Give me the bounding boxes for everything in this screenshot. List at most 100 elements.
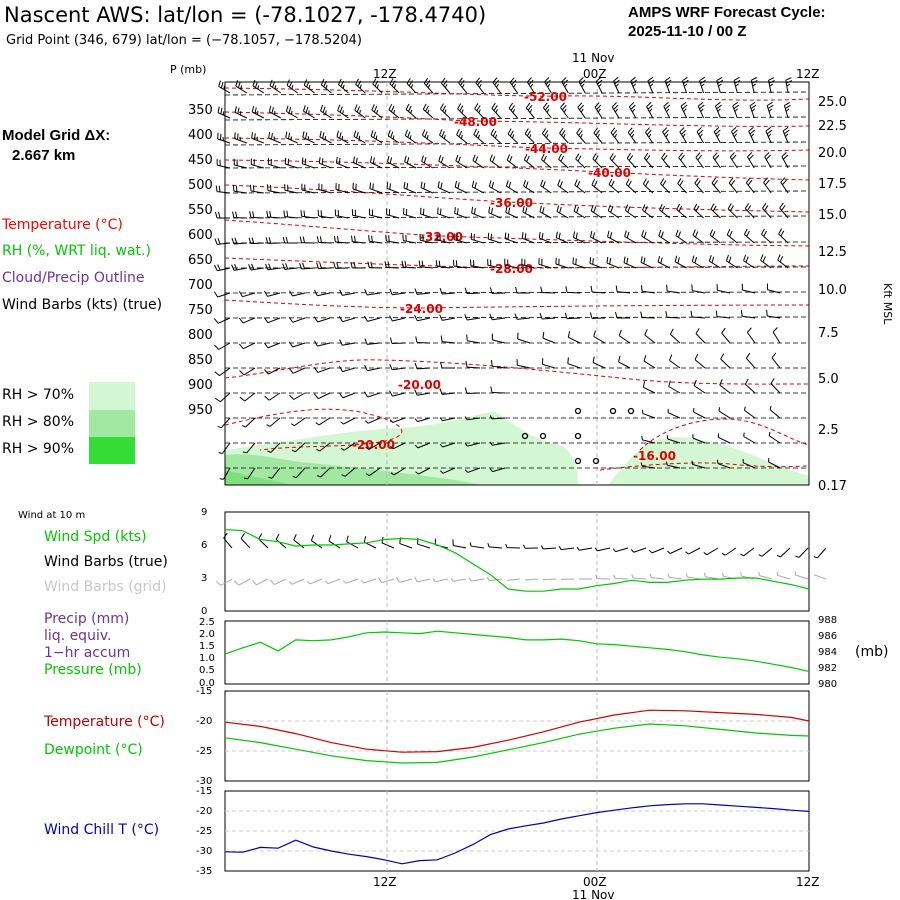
wind-barb (779, 202, 789, 219)
model-grid-value: 2.667 km (12, 147, 76, 164)
wind-barb (464, 467, 481, 473)
precip-y-tick: 1.5 (199, 641, 215, 652)
wind-barb (248, 237, 264, 245)
wind-barb (589, 257, 603, 269)
wind-barb (342, 578, 359, 584)
wind-barb (489, 415, 506, 420)
wind-barb (386, 208, 400, 219)
wind-barb (489, 467, 506, 473)
wind-barb (240, 533, 251, 549)
wind-barb (289, 290, 306, 297)
wind-barb (267, 158, 281, 169)
wind-barb (385, 234, 400, 244)
legend-precip-2: liq. equiv. (44, 628, 112, 644)
wind-barb (401, 260, 417, 269)
contour-label: -20.00 (398, 378, 441, 392)
wind-barb (439, 417, 456, 422)
wind-barb (472, 154, 484, 169)
wind-barb (505, 206, 518, 219)
wind-barb (758, 571, 773, 580)
pressure-tick: 350 (188, 103, 213, 118)
wind-barb (389, 315, 406, 322)
wind-barb (267, 184, 281, 194)
p-axis-label: P (mb) (170, 63, 206, 76)
wind-barb (678, 152, 688, 169)
wind-barb (414, 389, 431, 396)
cloud-marker (592, 457, 600, 465)
wind-barb (763, 177, 772, 194)
wind-barb (340, 442, 356, 451)
wind-barb (612, 76, 620, 94)
wind-barb (640, 285, 656, 294)
wind-barb (213, 291, 231, 298)
wind-barb (666, 284, 681, 294)
wind-barb (770, 378, 781, 394)
wind-barb (594, 547, 611, 552)
wind-barb (335, 183, 349, 194)
wind-barb (679, 127, 688, 144)
wind-barb (667, 573, 683, 580)
wind-barb (346, 535, 359, 549)
wind-barb (432, 578, 449, 583)
wind-barb (522, 544, 539, 549)
wind-barb (389, 417, 406, 423)
wind-barb (694, 353, 706, 369)
wind-barb (214, 367, 231, 377)
wind-barb (367, 261, 383, 269)
wind-barb (647, 76, 655, 94)
wind-barb (468, 577, 485, 582)
wind-barb (233, 158, 248, 169)
legend-dewpoint: Dewpoint (°C) (44, 742, 143, 758)
wind-barb (436, 233, 450, 244)
wind-barb (695, 328, 706, 344)
wind-barb (341, 467, 356, 477)
wind-barb (263, 317, 281, 324)
wind-barb (267, 442, 281, 453)
wind-barb (406, 78, 417, 94)
wind-barb (740, 547, 755, 557)
wind-barb (364, 315, 381, 322)
contour-label: -52.00 (524, 90, 567, 104)
wc-y-tick: -25 (196, 826, 212, 837)
wind-barb (715, 101, 722, 119)
wind-barb (418, 260, 433, 269)
wind-barb (474, 103, 485, 119)
wind-barb (522, 205, 535, 219)
time-tick-top: 00Z (583, 67, 607, 81)
legend-temperature-2: Temperature (°C) (44, 714, 165, 730)
wind-barb (643, 355, 656, 369)
wind-barb (523, 154, 535, 169)
rh70-region-right (608, 437, 809, 485)
wind-barb (505, 180, 518, 194)
wind-barb (648, 547, 665, 554)
wind-barb (238, 342, 256, 350)
wind-barb (302, 105, 315, 119)
wind-barb (543, 102, 552, 119)
wind-barb (405, 103, 417, 119)
wind-barb (439, 442, 456, 448)
wind-barb (243, 467, 256, 480)
wind-barb (352, 182, 366, 194)
wind-barb (628, 102, 637, 119)
wind-barb (771, 352, 781, 369)
wind-barb (364, 364, 381, 372)
wind-barb (692, 434, 706, 444)
wind-barb (469, 542, 485, 549)
wind-barb (731, 126, 738, 144)
wind-y-tick: 6 (201, 540, 207, 551)
wind-barb (452, 259, 467, 269)
wind-barb (642, 178, 654, 194)
contour-label: -32.00 (420, 230, 463, 244)
wind-barb (464, 442, 481, 447)
wind-barb (526, 77, 535, 94)
cloud-markers (521, 407, 635, 465)
wind-barb (316, 442, 331, 452)
wind-barb (660, 178, 671, 194)
wind-barb (487, 543, 503, 549)
temp-y-tick: -15 (196, 686, 212, 697)
wind-barb (419, 234, 434, 244)
rh-shading (225, 412, 809, 485)
wind-barb (299, 236, 315, 244)
wind-barb (666, 435, 681, 444)
wind-barb (216, 159, 231, 169)
